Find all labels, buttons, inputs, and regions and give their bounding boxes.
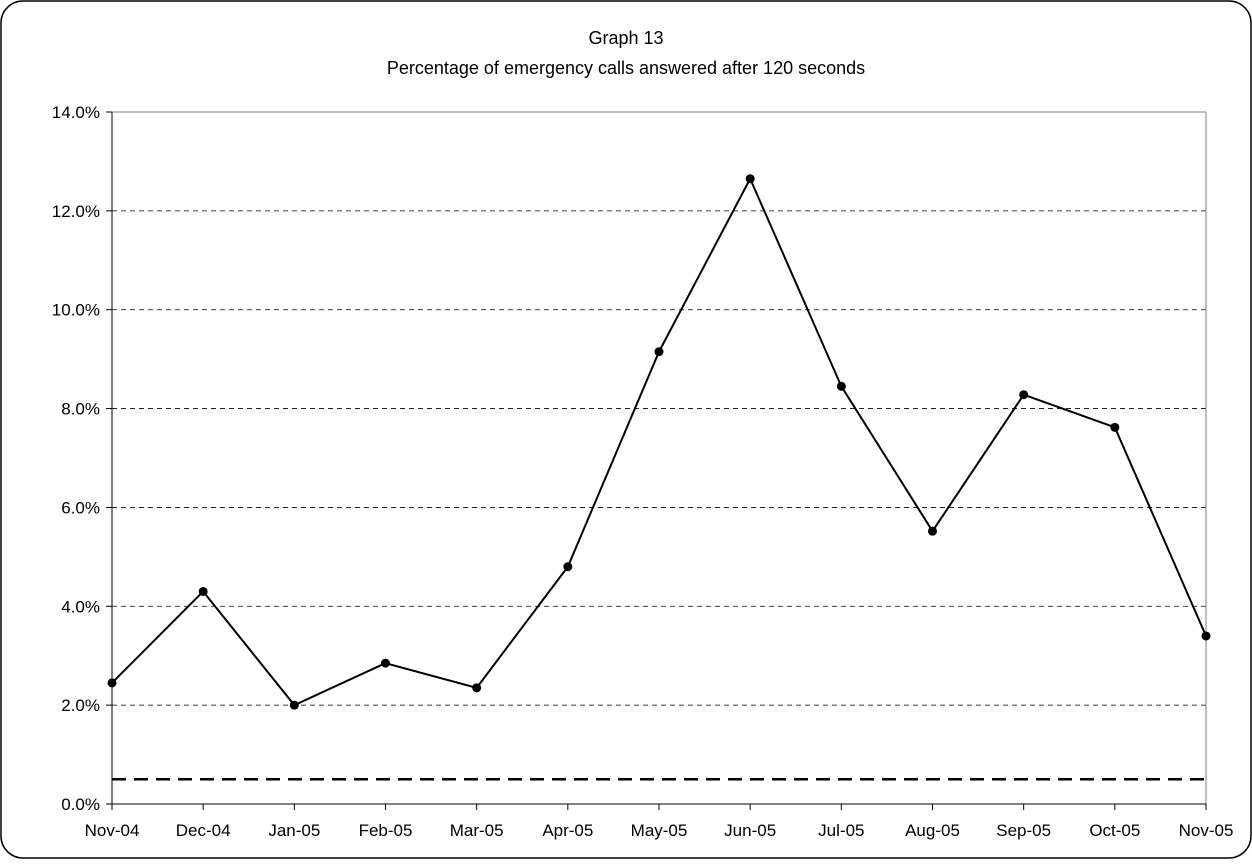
y-tick-label: 14.0% [52,103,100,122]
data-point [107,678,117,688]
data-point [1019,390,1029,400]
x-tick-label: Jul-05 [818,821,864,840]
x-axis-ticks: Nov-04 Dec-04 Jan-05 Feb-05 Mar-05 Apr-05 May-… [85,804,1234,840]
y-tick-label: 12.0% [52,202,100,221]
x-tick-label: Feb-05 [359,821,413,840]
y-tick-label: 6.0% [61,498,100,517]
data-point [836,381,846,391]
y-tick-label: 2.0% [61,696,100,715]
y-tick-label: 10.0% [52,301,100,320]
x-tick-label: Apr-05 [542,821,593,840]
x-tick-label: Mar-05 [450,821,504,840]
x-tick-label: Nov-04 [85,821,140,840]
data-point [472,683,482,693]
y-tick-label: 0.0% [61,795,100,814]
data-point [1110,422,1120,432]
data-point [654,347,664,357]
data-point [381,658,390,668]
x-tick-label: Nov-05 [1179,821,1234,840]
data-point [289,700,299,710]
x-tick-label: May-05 [631,821,688,840]
data-point [928,526,937,536]
y-tick-label: 4.0% [61,597,100,616]
x-tick-label: Sep-05 [996,821,1051,840]
chart-subtitle: Percentage of emergency calls answered a… [387,58,865,78]
data-point [745,174,755,184]
x-tick-label: Aug-05 [905,821,960,840]
x-tick-label: Oct-05 [1089,821,1140,840]
x-tick-label: Jan-05 [268,821,320,840]
data-point [198,586,208,596]
data-point [1201,631,1211,641]
y-axis-ticks: 0.0% 2.0% 4.0% 6.0% 8.0% 10.0% 12.0% 14.0% [52,103,112,814]
series-layer [107,174,1211,710]
chart-title: Graph 13 [588,28,663,48]
x-tick-label: Jun-05 [724,821,776,840]
y-tick-label: 8.0% [61,400,100,419]
data-point [563,562,573,572]
x-tick-label: Dec-04 [176,821,231,840]
